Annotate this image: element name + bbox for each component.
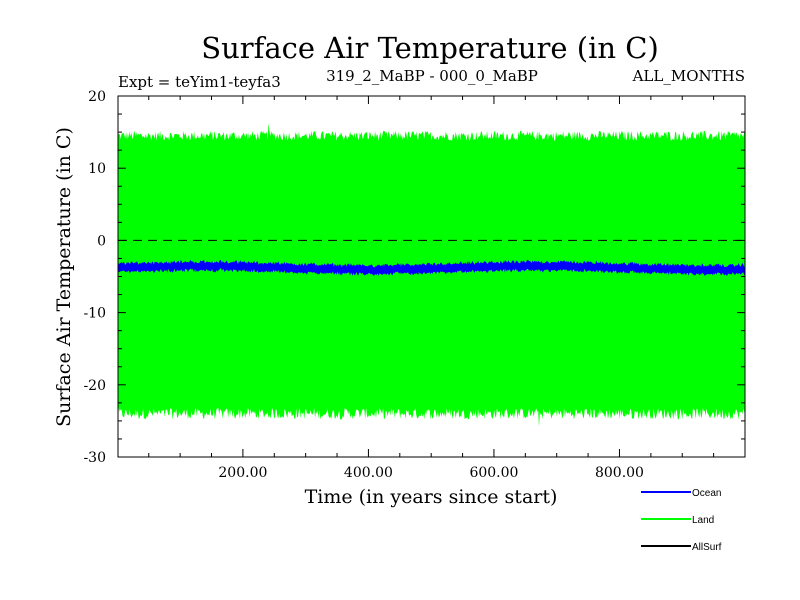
chart-title: Surface Air Temperature (in C): [201, 31, 659, 65]
y-tick-label: 0: [97, 233, 106, 249]
y-tick-label: 20: [88, 89, 106, 105]
x-tick-label: 400.00: [344, 465, 393, 481]
x-axis-label: Time (in years since start): [305, 486, 558, 508]
y-tick-label: -20: [83, 378, 106, 394]
period-label: 319_2_MaBP - 000_0_MaBP: [326, 67, 538, 85]
legend-label-ocean: Ocean: [692, 488, 721, 499]
y-tick-label: 10: [88, 161, 106, 177]
series-land-envelope: [118, 123, 745, 426]
experiment-label: Expt = teYim1-teyfa3: [118, 73, 281, 91]
y-axis-label: Surface Air Temperature (in C): [53, 127, 75, 427]
legend-label-land: Land: [692, 515, 714, 526]
x-tick-label: 600.00: [469, 465, 518, 481]
chart-canvas: 20 10 0 -10 -20 -30 200.00 400.00 600.00 800.00 S…: [0, 0, 800, 600]
legend: Ocean Land AllSurf: [641, 488, 722, 553]
data-layer: [118, 123, 745, 426]
months-label: ALL_MONTHS: [632, 67, 745, 85]
y-tick-label: -10: [83, 306, 106, 322]
x-tick-label: 200.00: [218, 465, 267, 481]
y-tick-label: -30: [83, 450, 106, 466]
legend-label-allsurf: AllSurf: [692, 542, 722, 553]
x-tick-label: 800.00: [595, 465, 644, 481]
